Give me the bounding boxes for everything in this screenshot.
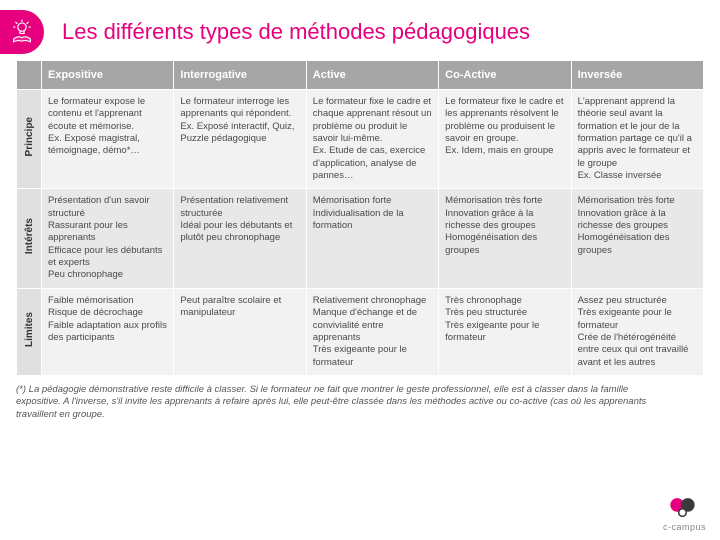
footnote: (*) La pédagogie démonstrative reste dif… bbox=[0, 376, 720, 421]
page-title: Les différents types de méthodes pédagog… bbox=[62, 19, 530, 45]
row-head-principe: Principe bbox=[17, 90, 41, 188]
col-head: Co-Active bbox=[439, 61, 570, 89]
col-head: Active bbox=[307, 61, 438, 89]
methods-table: Expositive Interrogative Active Co-Activ… bbox=[0, 60, 720, 376]
cell: Présentation d'un savoir structuréRassur… bbox=[42, 189, 173, 287]
cell: Faible mémorisationRisque de décrochageF… bbox=[42, 289, 173, 375]
logo: c-campus bbox=[663, 494, 706, 532]
col-head: Inversée bbox=[572, 61, 703, 89]
cell: Assez peu structuréeTrès exigeante pour … bbox=[572, 289, 703, 375]
cell: Très chronophageTrès peu structuréeTrès … bbox=[439, 289, 570, 375]
table-row: Intérêts Présentation d'un savoir struct… bbox=[17, 189, 703, 287]
col-head: Expositive bbox=[42, 61, 173, 89]
cell: Le formateur fixe le cadre et chaque app… bbox=[307, 90, 438, 188]
c-campus-icon bbox=[665, 494, 703, 522]
table-row: Principe Le formateur expose le contenu … bbox=[17, 90, 703, 188]
cell: Mémorisation forteIndividualisation de l… bbox=[307, 189, 438, 287]
col-head: Interrogative bbox=[174, 61, 305, 89]
cell: Mémorisation très forteInnovation grâce … bbox=[572, 189, 703, 287]
cell: Présentation relativement structuréeIdéa… bbox=[174, 189, 305, 287]
table-header-row: Expositive Interrogative Active Co-Activ… bbox=[17, 61, 703, 89]
row-head-limites: Limites bbox=[17, 289, 41, 375]
cell: Le formateur expose le contenu et l'appr… bbox=[42, 90, 173, 188]
cell: Le formateur interroge les apprenants qu… bbox=[174, 90, 305, 188]
header: Les différents types de méthodes pédagog… bbox=[0, 0, 720, 60]
cell: Relativement chronophageManque d'échange… bbox=[307, 289, 438, 375]
lightbulb-hand-icon bbox=[0, 10, 44, 54]
cell: L'apprenant apprend la théorie seul avan… bbox=[572, 90, 703, 188]
table-row: Limites Faible mémorisationRisque de déc… bbox=[17, 289, 703, 375]
cell: Mémorisation très forteInnovation grâce … bbox=[439, 189, 570, 287]
cell: Peut paraître scolaire et manipulateur bbox=[174, 289, 305, 375]
corner-cell bbox=[17, 61, 41, 89]
cell: Le formateur fixe le cadre et les appren… bbox=[439, 90, 570, 188]
logo-text: c-campus bbox=[663, 522, 706, 532]
row-head-interets: Intérêts bbox=[17, 189, 41, 287]
